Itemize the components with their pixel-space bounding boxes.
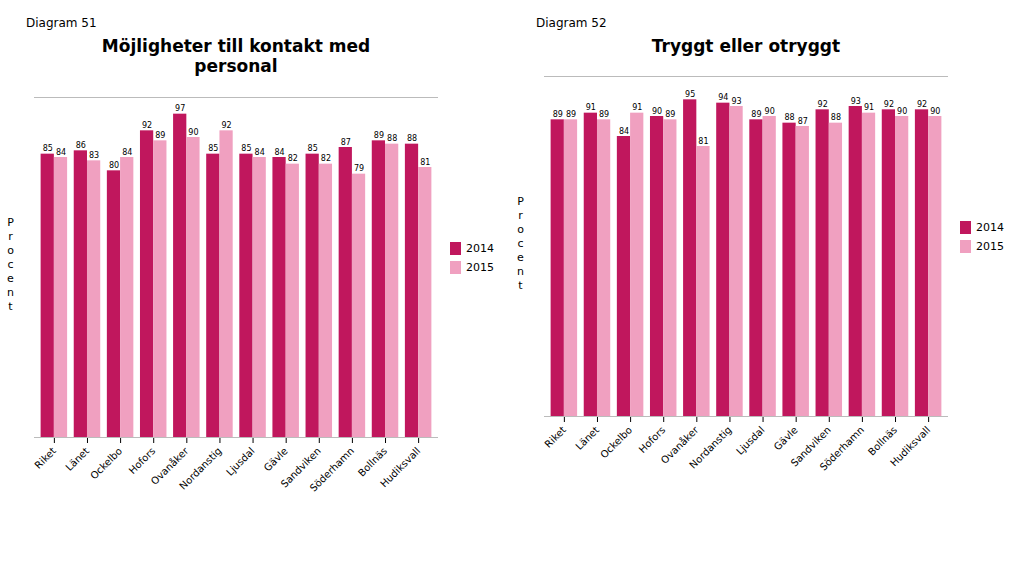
svg-text:89: 89: [374, 131, 384, 140]
svg-text:85: 85: [241, 144, 251, 153]
svg-text:84: 84: [619, 127, 629, 136]
svg-text:79: 79: [354, 164, 364, 173]
svg-text:95: 95: [685, 90, 695, 99]
svg-text:81: 81: [698, 137, 708, 146]
svg-text:85: 85: [308, 144, 318, 153]
html-text:2014: 2014: [976, 221, 1004, 235]
svg-text:Ovanåker: Ovanåker: [658, 424, 701, 467]
svg-text:87: 87: [798, 117, 808, 126]
svg-text:83: 83: [89, 151, 99, 160]
svg-text:89: 89: [665, 110, 675, 119]
svg-text:Nordanstig: Nordanstig: [687, 425, 733, 471]
svg-text:84: 84: [274, 147, 284, 156]
svg-text:90: 90: [188, 127, 198, 136]
svg-text:80: 80: [109, 161, 119, 170]
svg-text:Hofors: Hofors: [637, 425, 668, 456]
svg-text:84: 84: [255, 147, 265, 156]
svg-text:88: 88: [407, 134, 417, 143]
html-text:2015: 2015: [976, 240, 1004, 254]
svg-text:Gävle: Gävle: [262, 445, 290, 473]
svg-text:89: 89: [566, 110, 576, 119]
svg-text:88: 88: [784, 114, 794, 123]
html-text:2015: 2015: [466, 260, 494, 274]
svg-text:Ockelbo: Ockelbo: [88, 445, 124, 481]
svg-text:Gävle: Gävle: [772, 425, 800, 453]
svg-text:92: 92: [818, 100, 828, 109]
svg-text:89: 89: [155, 131, 165, 140]
html-text:Tryggt eller otryggt: Tryggt eller otryggt: [651, 36, 841, 56]
svg-text:Riket: Riket: [32, 445, 58, 471]
svg-text:90: 90: [930, 107, 940, 116]
svg-text:93: 93: [851, 97, 861, 106]
svg-text:86: 86: [76, 141, 86, 150]
svg-text:Sandviken: Sandviken: [788, 424, 833, 469]
svg-text:Bollnäs: Bollnäs: [866, 425, 899, 458]
svg-text:Nordanstig: Nordanstig: [177, 445, 223, 491]
svg-text:97: 97: [175, 104, 185, 113]
html-text:Procent: Procent: [4, 215, 17, 314]
svg-text:92: 92: [221, 121, 231, 130]
svg-text:87: 87: [341, 137, 351, 146]
html-text:Diagram 52: Diagram 52: [536, 16, 607, 30]
html-text:Möjligheter till kontakt med p: Möjligheter till kontakt med personal: [101, 36, 371, 77]
html-text:Procent: Procent: [514, 195, 527, 294]
svg-text:94: 94: [718, 94, 728, 103]
svg-text:Sandviken: Sandviken: [278, 445, 323, 490]
svg-text:82: 82: [288, 154, 298, 163]
svg-text:90: 90: [652, 107, 662, 116]
svg-text:92: 92: [884, 100, 894, 109]
svg-text:Ockelbo: Ockelbo: [598, 425, 634, 461]
svg-text:89: 89: [553, 110, 563, 119]
svg-text:Ljusdal: Ljusdal: [734, 425, 767, 458]
svg-text:Ovanåker: Ovanåker: [148, 445, 191, 487]
svg-text:92: 92: [917, 100, 927, 109]
svg-text:Länet: Länet: [63, 445, 91, 473]
svg-text:89: 89: [751, 110, 761, 119]
svg-text:93: 93: [731, 97, 741, 106]
svg-text:91: 91: [586, 104, 596, 113]
svg-text:85: 85: [208, 144, 218, 153]
svg-text:Ljusdal: Ljusdal: [224, 445, 257, 478]
svg-text:88: 88: [831, 114, 841, 123]
svg-text:Söderhamn: Söderhamn: [308, 445, 356, 493]
svg-text:89: 89: [599, 110, 609, 119]
svg-text:85: 85: [43, 144, 53, 153]
svg-text:Länet: Länet: [573, 425, 601, 453]
svg-text:Bollnäs: Bollnäs: [356, 445, 389, 478]
svg-text:88: 88: [387, 134, 397, 143]
html-text:Diagram 51: Diagram 51: [26, 16, 97, 30]
svg-text:91: 91: [864, 104, 874, 113]
svg-text:91: 91: [632, 104, 642, 113]
svg-text:90: 90: [897, 107, 907, 116]
svg-text:Hofors: Hofors: [127, 445, 158, 476]
svg-text:Söderhamn: Söderhamn: [818, 425, 866, 473]
svg-text:84: 84: [122, 147, 132, 156]
svg-text:90: 90: [765, 107, 775, 116]
svg-text:Riket: Riket: [542, 425, 568, 451]
svg-text:Hudiksvall: Hudiksvall: [378, 445, 422, 489]
svg-text:82: 82: [321, 154, 331, 163]
svg-text:92: 92: [142, 121, 152, 130]
svg-text:81: 81: [420, 157, 430, 166]
svg-text:Hudiksvall: Hudiksvall: [888, 425, 932, 469]
html-text:2014: 2014: [466, 241, 494, 255]
svg-text:84: 84: [56, 147, 66, 156]
